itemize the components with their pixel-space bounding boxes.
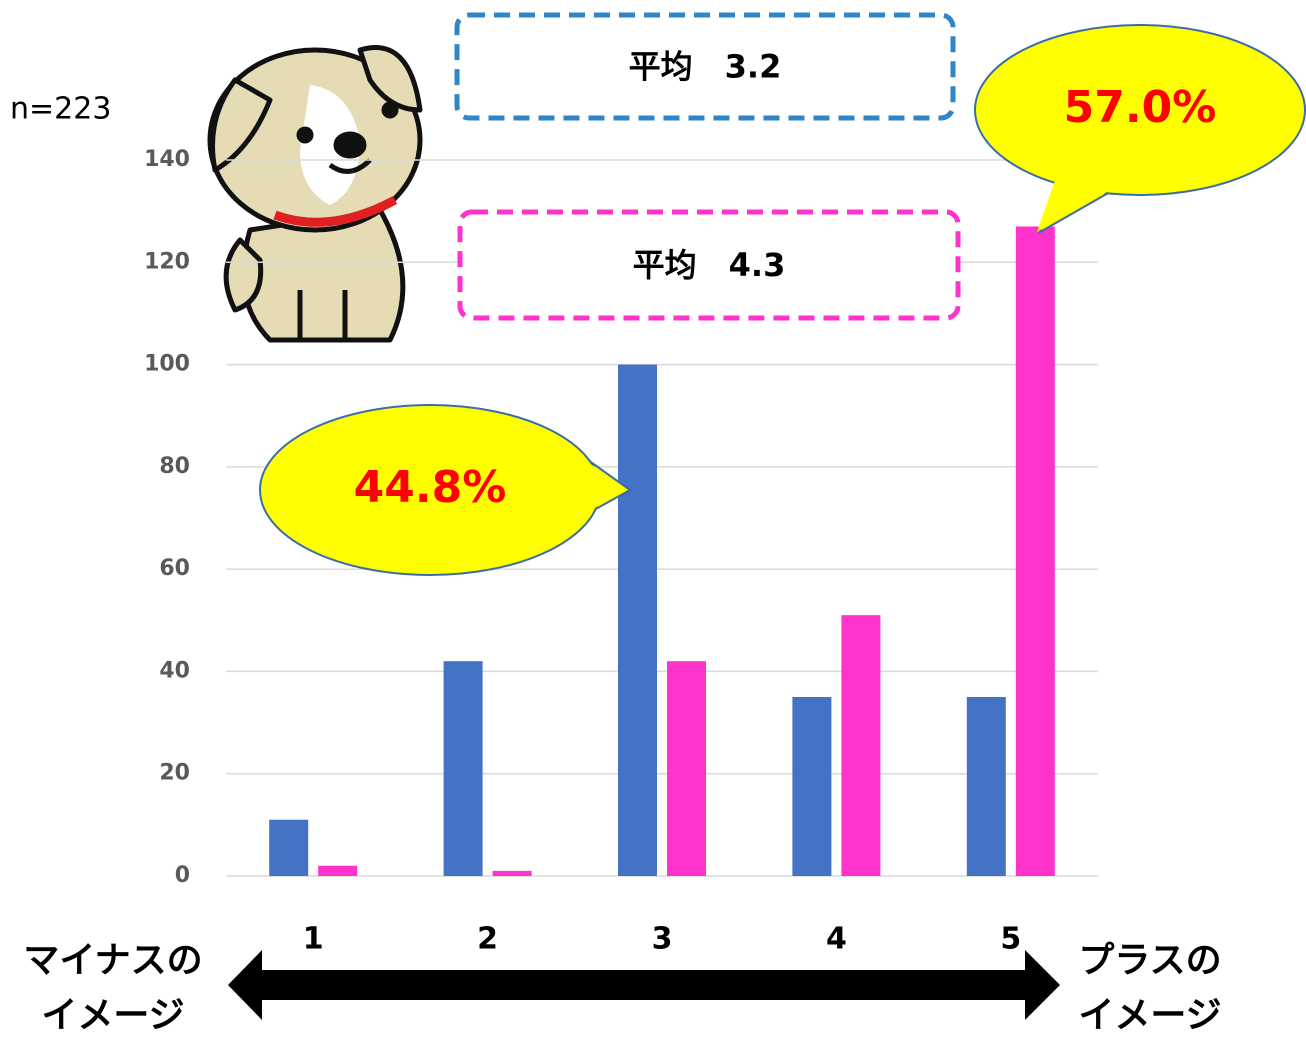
x-tick-label: 1 [303, 922, 324, 957]
bar [1015, 226, 1055, 876]
y-tick-label: 40 [159, 658, 190, 683]
right-label: イメージ [1078, 995, 1221, 1036]
bar [841, 615, 881, 876]
y-tick-label: 60 [159, 556, 190, 581]
left-label: マイナスの [23, 940, 202, 981]
bar [792, 697, 832, 876]
average-box [454, 12, 956, 121]
average-text: 平均 4.3 [633, 246, 786, 284]
callout-bubble [974, 24, 1306, 196]
bar [966, 697, 1006, 876]
bar [618, 364, 657, 876]
callout-tail-fill [1037, 175, 1107, 232]
x-tick-label: 2 [477, 922, 498, 957]
bar [269, 819, 309, 876]
x-tick-label: 5 [1000, 922, 1021, 957]
left-label: イメージ [41, 995, 184, 1036]
y-tick-label: 20 [159, 761, 190, 786]
bar [667, 661, 706, 876]
scale-arrow [228, 950, 1060, 1020]
y-tick-label: 80 [159, 454, 190, 479]
right-label: プラスの [1078, 940, 1221, 981]
average-box [457, 209, 961, 321]
callout-tail-fill [557, 440, 627, 515]
sample-note: n=223 [10, 92, 111, 127]
y-tick-label: 140 [144, 147, 190, 172]
callout-text: 57.0% [1064, 82, 1217, 133]
y-tick-label: 0 [175, 863, 190, 888]
average-text: 平均 3.2 [629, 48, 782, 86]
x-tick-label: 3 [652, 922, 673, 957]
bar [492, 870, 532, 876]
y-tick-label: 100 [144, 352, 190, 377]
x-tick-label: 4 [826, 922, 847, 957]
callout-text: 44.8% [354, 462, 507, 513]
bar [318, 865, 358, 876]
dog-illustration [207, 45, 423, 343]
bar [443, 661, 483, 876]
y-tick-label: 120 [144, 249, 190, 274]
